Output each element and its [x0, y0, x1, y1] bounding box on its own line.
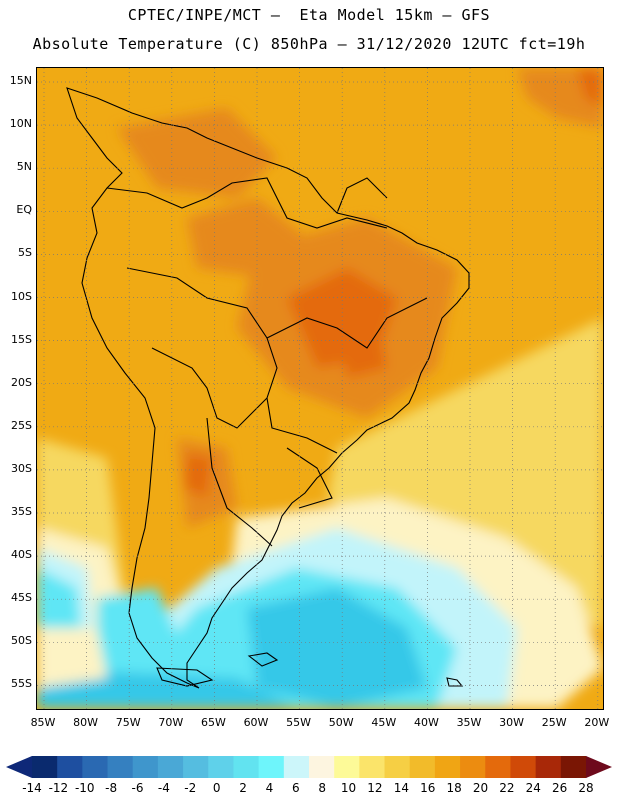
- colorbar-label: 10: [340, 781, 357, 795]
- colorbar-label: 20: [472, 781, 489, 795]
- lon-label: 65W: [200, 716, 226, 729]
- lon-label: 75W: [115, 716, 141, 729]
- colorbar-swatch: [132, 756, 159, 778]
- lon-label: 85W: [30, 716, 56, 729]
- colorbar-label: 4: [265, 781, 274, 795]
- colorbar-label: 24: [525, 781, 541, 795]
- lon-label: 55W: [286, 716, 312, 729]
- colorbar-label: -2: [184, 781, 197, 795]
- lat-lon-grid: [37, 68, 603, 709]
- chart-title-line-1: CPTEC/INPE/MCT – Eta Model 15km – GFS: [127, 6, 491, 24]
- colorbar-label: 14: [393, 781, 409, 795]
- colorbar-label: -4: [157, 781, 170, 795]
- lat-label: 10N: [9, 117, 32, 131]
- lat-label: EQ: [16, 203, 32, 217]
- colorbar-swatch: [485, 756, 511, 778]
- colorbar-swatch: [334, 756, 360, 778]
- lon-label: 35W: [456, 716, 482, 729]
- colorbar-swatch: [560, 756, 587, 778]
- colorbar-high-arrow: [586, 756, 612, 778]
- colorbar-swatch: [82, 756, 109, 778]
- lat-label: 10S: [11, 289, 32, 303]
- colorbar-label: 0: [212, 781, 221, 795]
- colorbar-swatch: [107, 756, 134, 778]
- colorbar-swatch: [309, 756, 335, 778]
- colorbar-label: 8: [318, 781, 326, 795]
- colorbar-swatch: [183, 756, 209, 778]
- colorbar-swatch: [233, 756, 260, 778]
- lat-label: 25S: [11, 418, 32, 432]
- colorbar-label: -12: [48, 781, 69, 795]
- temperature-map: [36, 67, 604, 710]
- colorbar-swatch: [460, 756, 486, 778]
- colorbar-label: 2: [239, 781, 247, 795]
- colorbar-label: 6: [291, 781, 300, 795]
- lon-label: 40W: [413, 716, 439, 729]
- colorbar-label: 28: [578, 781, 594, 795]
- colorbar-swatch: [32, 756, 58, 778]
- lon-label: 25W: [541, 716, 567, 729]
- lat-label: 45S: [11, 591, 32, 605]
- chart-title-line-2: Absolute Temperature (C) 850hPa – 31/12/…: [32, 35, 586, 53]
- colorbar-swatch: [283, 756, 310, 778]
- lon-label: 60W: [243, 716, 269, 729]
- colorbar-swatch: [409, 756, 436, 778]
- lon-label: 30W: [499, 716, 525, 729]
- lat-label: 20S: [11, 375, 32, 389]
- coastlines: [66, 87, 470, 689]
- lat-label: 40S: [11, 548, 32, 562]
- colorbar-label: -6: [131, 781, 144, 795]
- colorbar-label: -10: [74, 781, 95, 795]
- colorbar-swatch: [510, 756, 537, 778]
- lon-label: 50W: [328, 716, 354, 729]
- colorbar-swatch: [384, 756, 411, 778]
- colorbar-swatch: [258, 756, 285, 778]
- lat-label: 55S: [11, 677, 32, 691]
- lat-label: 30S: [11, 461, 32, 475]
- colorbar-label: -14: [22, 781, 42, 795]
- lat-label: 15S: [11, 332, 32, 346]
- temperature-shading: [37, 68, 603, 708]
- colorbar-label: -8: [105, 781, 118, 795]
- colorbar-swatch: [208, 756, 234, 778]
- map-svg: [37, 68, 603, 709]
- colorbar: [6, 756, 612, 778]
- lon-label: 45W: [371, 716, 397, 729]
- colorbar-swatch: [535, 756, 562, 778]
- lat-label: 15N: [9, 74, 32, 87]
- colorbar-swatch: [57, 756, 83, 778]
- lon-label: 80W: [73, 716, 99, 729]
- colorbar-label: 22: [499, 781, 515, 795]
- lon-label: 70W: [158, 716, 184, 729]
- lat-label: 5N: [16, 160, 32, 174]
- lat-label: 5S: [18, 246, 32, 260]
- colorbar-swatch: [359, 756, 386, 778]
- colorbar-label: 16: [420, 781, 436, 795]
- colorbar-label: 26: [551, 781, 568, 795]
- lat-label: 50S: [11, 634, 32, 648]
- lat-label: 35S: [11, 505, 32, 518]
- colorbar-low-arrow: [6, 756, 32, 778]
- colorbar-swatch: [157, 756, 184, 778]
- colorbar-label: 12: [367, 781, 383, 795]
- colorbar-swatch: [434, 756, 461, 778]
- lon-label: 20W: [584, 716, 610, 729]
- colorbar-label: 18: [446, 781, 462, 795]
